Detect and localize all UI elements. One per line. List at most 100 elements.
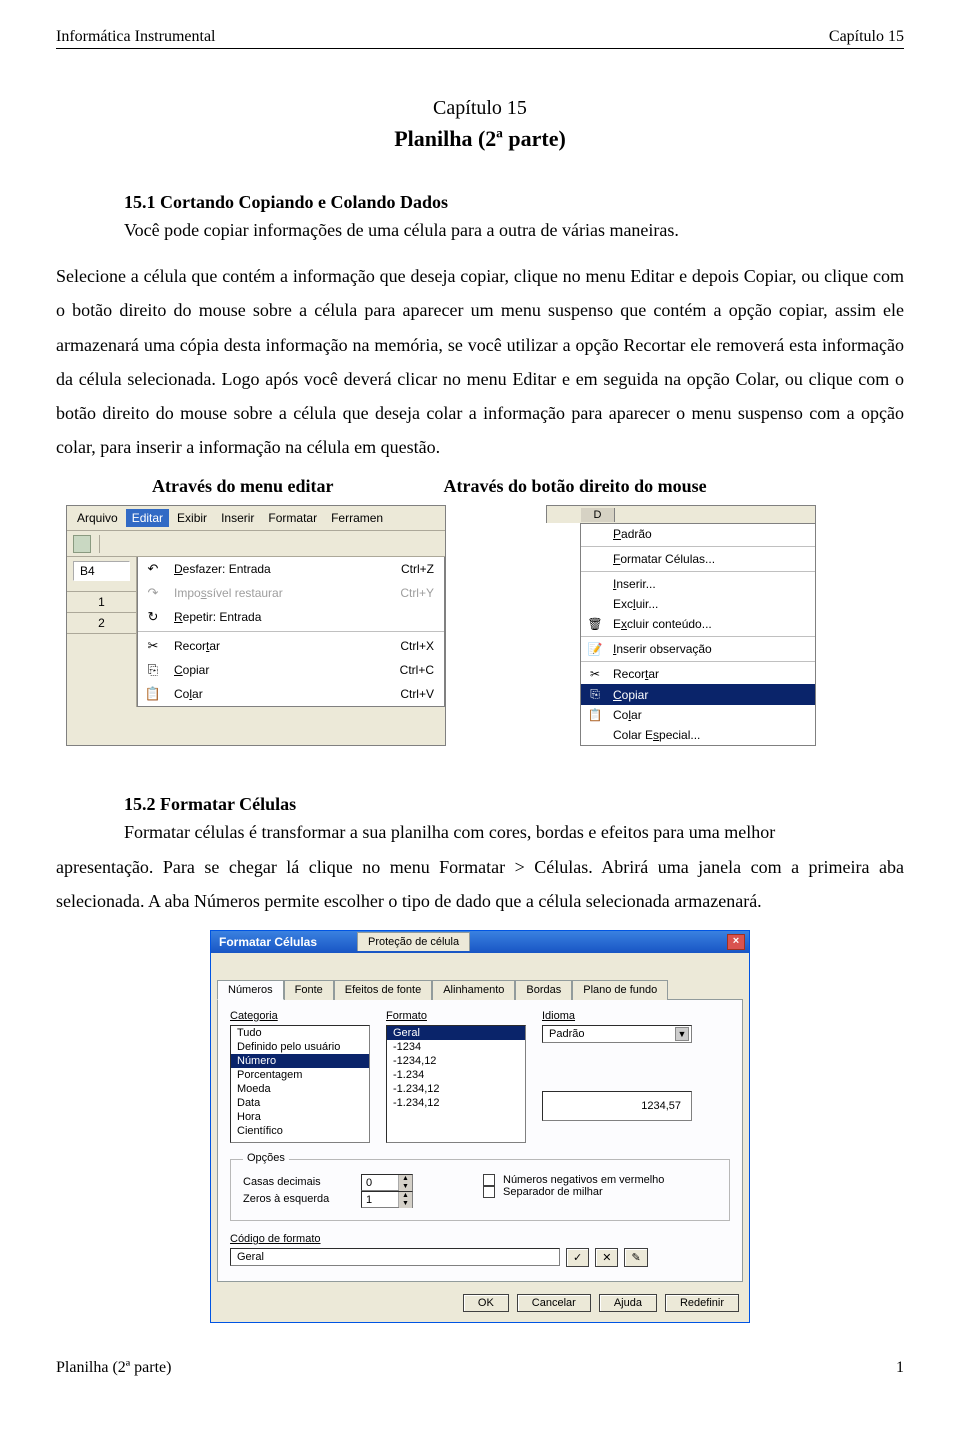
context-item-label: Excluir conteúdo... (613, 617, 801, 631)
spin-up-icon[interactable]: ▲ (399, 1175, 412, 1183)
list-item[interactable]: -1234,12 (387, 1054, 525, 1068)
list-item[interactable]: -1.234 (387, 1068, 525, 1082)
menu-arquivo[interactable]: Arquivo (71, 509, 124, 527)
context-menu-item[interactable]: Formatar Células... (581, 549, 815, 569)
spin-down-icon[interactable]: ▼ (399, 1183, 412, 1191)
context-menu-item[interactable]: Colar Especial... (581, 725, 815, 745)
menu-item-shortcut: Ctrl+X (400, 639, 434, 653)
column-header-d[interactable]: D (581, 508, 615, 522)
context-menu-item[interactable]: Excluir... (581, 594, 815, 614)
zeros-stepper[interactable]: 1 ▲▼ (361, 1191, 413, 1208)
checkbox-sep[interactable] (483, 1186, 495, 1198)
menu-item[interactable]: ✂RecortarCtrl+X (138, 634, 444, 658)
codigo-check-icon[interactable]: ✓ (566, 1248, 589, 1267)
edit-menu-screenshot: Arquivo Editar Exibir Inserir Formatar F… (66, 505, 446, 746)
combo-idioma[interactable]: Padrão ▼ (542, 1025, 692, 1043)
label-casas: Casas decimais (243, 1176, 353, 1188)
row-1[interactable]: 1 (67, 592, 136, 613)
menu-item-icon: 📋 (142, 686, 164, 702)
menu-item-icon: ⎘ (142, 662, 164, 678)
context-menu-item[interactable]: Padrão (581, 524, 815, 544)
context-menu-item[interactable]: Inserir... (581, 574, 815, 594)
dialog-button[interactable]: Redefinir (665, 1294, 739, 1312)
list-item[interactable]: -1234 (387, 1040, 525, 1054)
menu-item: ↷Impossível restaurarCtrl+Y (138, 581, 444, 605)
context-menu-item[interactable]: ⎘Copiar (581, 684, 815, 705)
menu-item[interactable]: ⎘CopiarCtrl+C (138, 658, 444, 682)
menu-item[interactable]: ↻ Repetir: Entrada (138, 605, 444, 629)
row-2[interactable]: 2 (67, 613, 136, 634)
menu-item[interactable]: ↶Desfazer: EntradaCtrl+Z (138, 557, 444, 581)
chapter-subtitle: Planilha (2ª parte) (56, 126, 904, 152)
menu-item-icon: ↻ (142, 609, 164, 625)
toolbar-icon[interactable] (73, 535, 91, 553)
dialog-button[interactable]: OK (463, 1294, 509, 1312)
menu-separator (138, 631, 444, 632)
list-item[interactable]: -1.234,12 (387, 1096, 525, 1110)
menu-inserir[interactable]: Inserir (215, 509, 260, 527)
dialog-button[interactable]: Ajuda (599, 1294, 657, 1312)
list-item[interactable]: Número (231, 1054, 369, 1068)
dialog-tab[interactable]: Fonte (284, 980, 334, 1000)
menu-ferramentas[interactable]: Ferramen (325, 509, 389, 527)
checkbox-neg[interactable] (483, 1174, 495, 1186)
dialog-tab[interactable]: Efeitos de fonte (334, 980, 432, 1000)
context-menu-item[interactable]: 📋Colar (581, 705, 815, 725)
label-zeros: Zeros à esquerda (243, 1193, 353, 1205)
section1-intro: Você pode copiar informações de uma célu… (124, 213, 904, 247)
menu-separator (581, 636, 815, 637)
list-item[interactable]: Geral (387, 1026, 525, 1040)
menu-exibir[interactable]: Exibir (171, 509, 213, 527)
menu-item-shortcut: Ctrl+V (400, 687, 434, 701)
list-item[interactable]: Tudo (231, 1026, 369, 1040)
context-item-label: Inserir observação (613, 642, 801, 656)
list-item[interactable]: Científico (231, 1124, 369, 1138)
menu-item-label: Copiar (174, 663, 390, 677)
spin-up-icon[interactable]: ▲ (399, 1192, 412, 1200)
list-item[interactable]: Hora (231, 1110, 369, 1124)
context-menu-item[interactable]: 🗑Excluir conteúdo... (581, 614, 815, 634)
dialog-title: Formatar Células (219, 935, 317, 949)
codigo-edit-icon[interactable]: ✎ (624, 1248, 647, 1267)
codigo-delete-icon[interactable]: ✕ (595, 1248, 618, 1267)
preview-value: 1234,57 (641, 1100, 681, 1112)
context-item-icon: ⎘ (585, 687, 605, 702)
dialog-tab[interactable]: Plano de fundo (572, 980, 668, 1000)
context-item-icon: 📋 (585, 708, 605, 722)
context-menu-item[interactable]: 📝Inserir observação (581, 639, 815, 659)
menu-item-label: Recortar (174, 639, 390, 653)
context-menu-item[interactable]: ✂ Recortar (581, 664, 815, 684)
menu-item[interactable]: 📋ColarCtrl+V (138, 682, 444, 706)
close-icon[interactable]: × (727, 934, 745, 950)
menu-formatar[interactable]: Formatar (262, 509, 323, 527)
dialog-tab[interactable]: Alinhamento (432, 980, 515, 1000)
menu-editar[interactable]: Editar (126, 509, 169, 527)
dialog-tab[interactable]: Números (217, 980, 284, 1000)
label-neg: Números negativos em vermelho (503, 1174, 664, 1186)
context-item-label: Excluir... (613, 597, 801, 611)
list-item[interactable]: Porcentagem (231, 1068, 369, 1082)
list-item[interactable]: Definido pelo usuário (231, 1040, 369, 1054)
menu-item-label: Repetir: Entrada (174, 610, 424, 624)
codigo-input[interactable]: Geral (230, 1248, 560, 1266)
list-item[interactable]: Data (231, 1096, 369, 1110)
section2-heading: 15.2 Formatar Células (124, 794, 904, 815)
spin-down-icon[interactable]: ▼ (399, 1200, 412, 1208)
list-item[interactable]: -1.234,12 (387, 1082, 525, 1096)
label-sep: Separador de milhar (503, 1186, 603, 1198)
listbox-formato[interactable]: Geral-1234-1234,12-1.234-1.234,12-1.234,… (386, 1025, 526, 1143)
listbox-categoria[interactable]: TudoDefinido pelo usuárioNúmeroPorcentag… (230, 1025, 370, 1143)
chevron-down-icon[interactable]: ▼ (675, 1027, 689, 1041)
menu-separator (581, 661, 815, 662)
zeros-value: 1 (362, 1192, 398, 1207)
context-item-label: Colar Especial... (613, 728, 801, 742)
dialog-tab[interactable]: Bordas (515, 980, 572, 1000)
dialog-button[interactable]: Cancelar (517, 1294, 591, 1312)
menu-item-icon: ↷ (142, 585, 164, 601)
context-item-label: Recortar (613, 667, 801, 681)
context-item-icon: ✂ (585, 667, 605, 681)
dialog-tab-protecao[interactable]: Proteção de célula (357, 932, 470, 951)
casas-stepper[interactable]: 0 ▲▼ (361, 1174, 413, 1191)
list-item[interactable]: Moeda (231, 1082, 369, 1096)
cell-reference[interactable]: B4 (73, 561, 130, 581)
